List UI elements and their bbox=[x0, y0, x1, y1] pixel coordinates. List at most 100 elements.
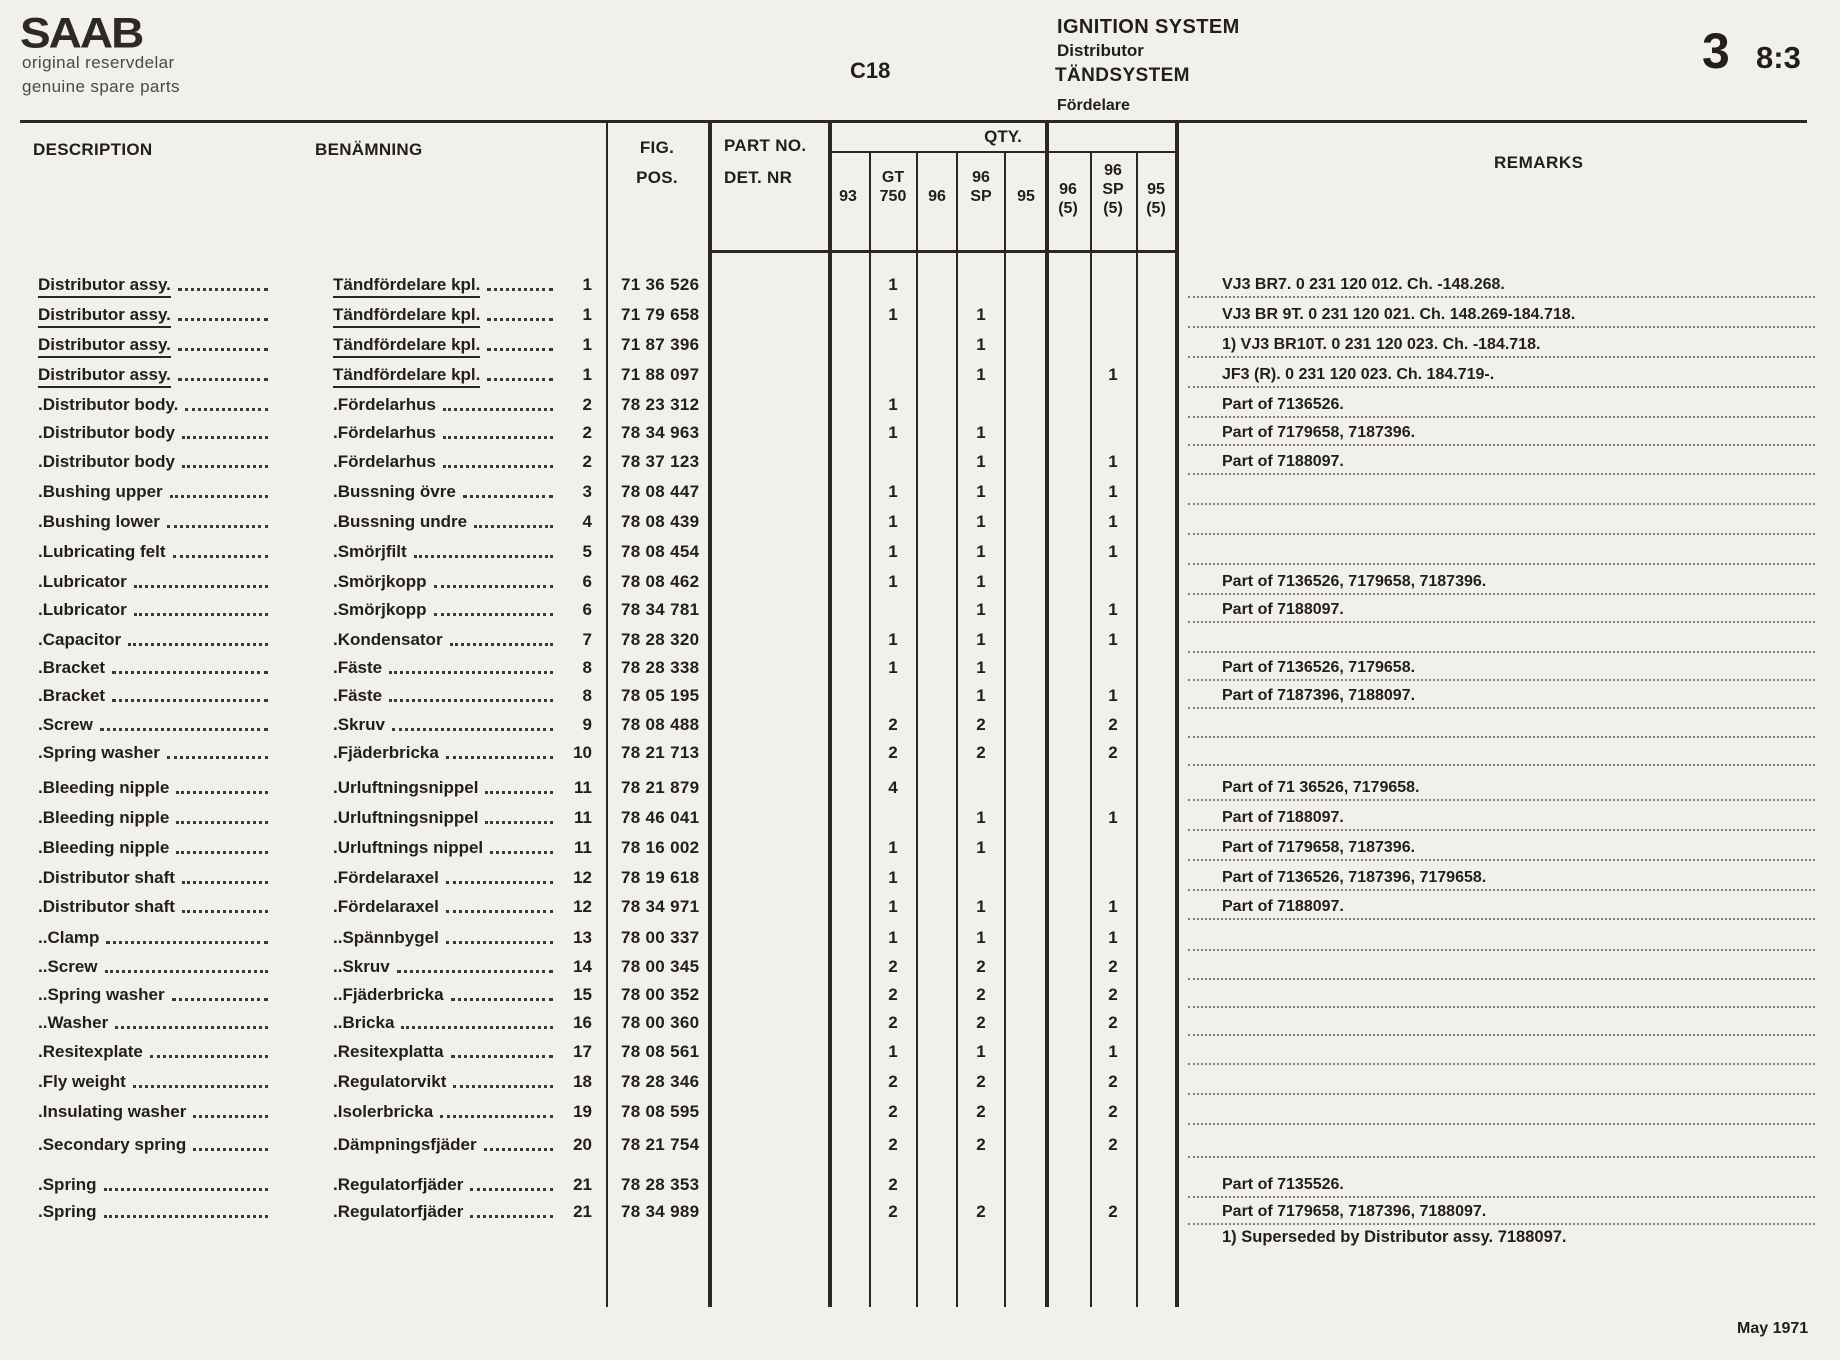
benamning-cell: Tändfördelare kpl. bbox=[333, 302, 555, 328]
benamning-cell: .Urluftningsnippel bbox=[333, 775, 555, 801]
qty-cell: 1 bbox=[1108, 686, 1118, 705]
dot-leader bbox=[442, 392, 553, 411]
column-header-part-no: PART NO. bbox=[724, 136, 807, 155]
remarks-dotted-rule bbox=[1188, 827, 1815, 831]
remarks-dotted-rule bbox=[1188, 976, 1815, 980]
fig-pos-cell: 12 bbox=[573, 897, 592, 916]
description-cell: .Spring bbox=[38, 1199, 270, 1225]
description-text: .Bleeding nipple bbox=[38, 838, 170, 857]
dot-leader bbox=[433, 597, 553, 616]
part-no-cell: 71 79 658 bbox=[621, 305, 700, 324]
benamning-text: .Fördelarhus bbox=[333, 423, 436, 442]
part-no-cell: 78 34 781 bbox=[621, 600, 700, 619]
column-header-qty: QTY. bbox=[984, 127, 1022, 146]
fig-pos-cell: 5 bbox=[582, 542, 592, 561]
qty-cell: 2 bbox=[976, 985, 986, 1004]
dot-leader bbox=[166, 509, 268, 528]
description-text: Distributor assy. bbox=[38, 362, 171, 388]
benamning-cell: .Fäste bbox=[333, 683, 555, 709]
part-no-cell: 78 28 353 bbox=[621, 1175, 700, 1194]
dot-leader bbox=[389, 655, 553, 674]
dot-leader bbox=[176, 775, 268, 794]
qty-cell: 2 bbox=[1108, 1072, 1118, 1091]
dot-leader bbox=[391, 712, 553, 731]
description-cell: .Lubricator bbox=[38, 569, 270, 595]
fig-pos-cell: 2 bbox=[582, 423, 592, 442]
remarks-cell: Part of 7188097. bbox=[1222, 601, 1344, 618]
remarks-cell: Part of 7179658, 7187396. bbox=[1222, 839, 1416, 856]
table-row: .Bracket .Fäste 8 78 05 195 1 1 Part of 718739… bbox=[0, 683, 1840, 709]
fig-pos-cell: 18 bbox=[573, 1072, 592, 1091]
benamning-text: .Smörjkopp bbox=[333, 572, 427, 591]
description-text: .Spring washer bbox=[38, 743, 160, 762]
benamning-cell: .Resitexplatta bbox=[333, 1039, 555, 1065]
description-text: .Distributor body bbox=[38, 452, 175, 471]
benamning-text: .Regulatorvikt bbox=[333, 1072, 447, 1091]
benamning-text: .Smörjkopp bbox=[333, 600, 427, 619]
description-cell: .Resitexplate bbox=[38, 1039, 270, 1065]
fig-pos-cell: 10 bbox=[573, 743, 592, 762]
qty-column-label: 96 (5) bbox=[1058, 181, 1078, 217]
qty-cell: 1 bbox=[976, 305, 986, 324]
table-line-v7 bbox=[1004, 153, 1006, 1307]
qty-cell: 1 bbox=[1108, 365, 1118, 384]
description-text: .Distributor shaft bbox=[38, 897, 175, 916]
qty-cell: 2 bbox=[888, 1072, 898, 1091]
column-header-remarks: REMARKS bbox=[1494, 153, 1584, 172]
part-no-cell: 78 46 041 bbox=[621, 808, 700, 827]
qty-cell: 1 bbox=[976, 630, 986, 649]
remarks-dotted-rule bbox=[1188, 531, 1815, 535]
description-cell: ..Clamp bbox=[38, 925, 270, 951]
benamning-cell: .Fördelaraxel bbox=[333, 894, 555, 920]
qty-cell: 1 bbox=[888, 482, 898, 501]
dot-leader bbox=[181, 894, 268, 913]
fig-pos-cell: 11 bbox=[574, 808, 592, 827]
part-no-cell: 78 08 462 bbox=[621, 572, 700, 591]
qty-column-label: 96 SP bbox=[970, 169, 992, 205]
description-cell: .Bleeding nipple bbox=[38, 835, 270, 861]
description-text: ..Clamp bbox=[38, 928, 100, 947]
table-row: ..Spring washer ..Fjäderbricka 15 78 00 352… bbox=[0, 982, 1840, 1008]
benamning-cell: .Regulatorfjäder bbox=[333, 1172, 555, 1198]
qty-cell: 1 bbox=[888, 1042, 898, 1061]
remarks-cell: Part of 7187396, 7188097. bbox=[1222, 687, 1416, 704]
dot-leader bbox=[106, 925, 268, 944]
description-text: .Spring bbox=[38, 1175, 97, 1194]
fig-pos-cell: 13 bbox=[573, 928, 592, 947]
benamning-text: .Bussning övre bbox=[333, 482, 456, 501]
benamning-cell: .Fjäderbricka bbox=[333, 740, 555, 766]
dot-leader bbox=[193, 1099, 268, 1118]
dot-leader bbox=[470, 1172, 553, 1191]
subheader-bottom-rule bbox=[708, 250, 1179, 253]
description-text: Distributor assy. bbox=[38, 302, 171, 328]
description-cell: .Distributor shaft bbox=[38, 894, 270, 920]
remarks-cell: VJ3 BR 9T. 0 231 120 021. Ch. 148.269-18… bbox=[1222, 306, 1576, 323]
remarks-dotted-rule bbox=[1188, 649, 1815, 653]
benamning-cell: .Fördelarhus bbox=[333, 449, 555, 475]
fig-pos-cell: 11 bbox=[574, 778, 592, 797]
fig-pos-cell: 21 bbox=[573, 1202, 592, 1221]
fig-pos-cell: 1 bbox=[582, 365, 592, 384]
section-number: 3 bbox=[1702, 23, 1730, 79]
fig-pos-cell: 6 bbox=[582, 600, 592, 619]
benamning-cell: Tändfördelare kpl. bbox=[333, 332, 555, 358]
dot-leader bbox=[453, 1069, 553, 1088]
qty-cell: 1 bbox=[976, 452, 986, 471]
benamning-cell: .Fördelaraxel bbox=[333, 865, 555, 891]
remarks-dotted-rule bbox=[1188, 1032, 1815, 1036]
remarks-cell: Part of 7136526. bbox=[1222, 396, 1344, 413]
table-row: .Bleeding nipple .Urluftningsnippel 11 78 2… bbox=[0, 775, 1840, 801]
benamning-cell: .Smörjkopp bbox=[333, 597, 555, 623]
remarks-dotted-rule bbox=[1188, 916, 1815, 920]
table-line-v10 bbox=[1136, 153, 1138, 1307]
description-cell: .Bracket bbox=[38, 655, 270, 681]
qty-cell: 2 bbox=[1108, 1202, 1118, 1221]
part-no-cell: 78 08 561 bbox=[621, 1042, 700, 1061]
remarks-cell: JF3 (R). 0 231 120 023. Ch. 184.719-. bbox=[1222, 366, 1495, 383]
part-no-cell: 78 08 595 bbox=[621, 1102, 700, 1121]
system-title-swedish: TÄNDSYSTEM bbox=[1055, 65, 1190, 86]
benamning-cell: ..Fjäderbricka bbox=[333, 982, 555, 1008]
benamning-cell: .Dämpningsfjäder bbox=[333, 1132, 555, 1158]
benamning-text: Tändfördelare kpl. bbox=[333, 302, 481, 328]
benamning-text: .Fördelaraxel bbox=[333, 868, 439, 887]
